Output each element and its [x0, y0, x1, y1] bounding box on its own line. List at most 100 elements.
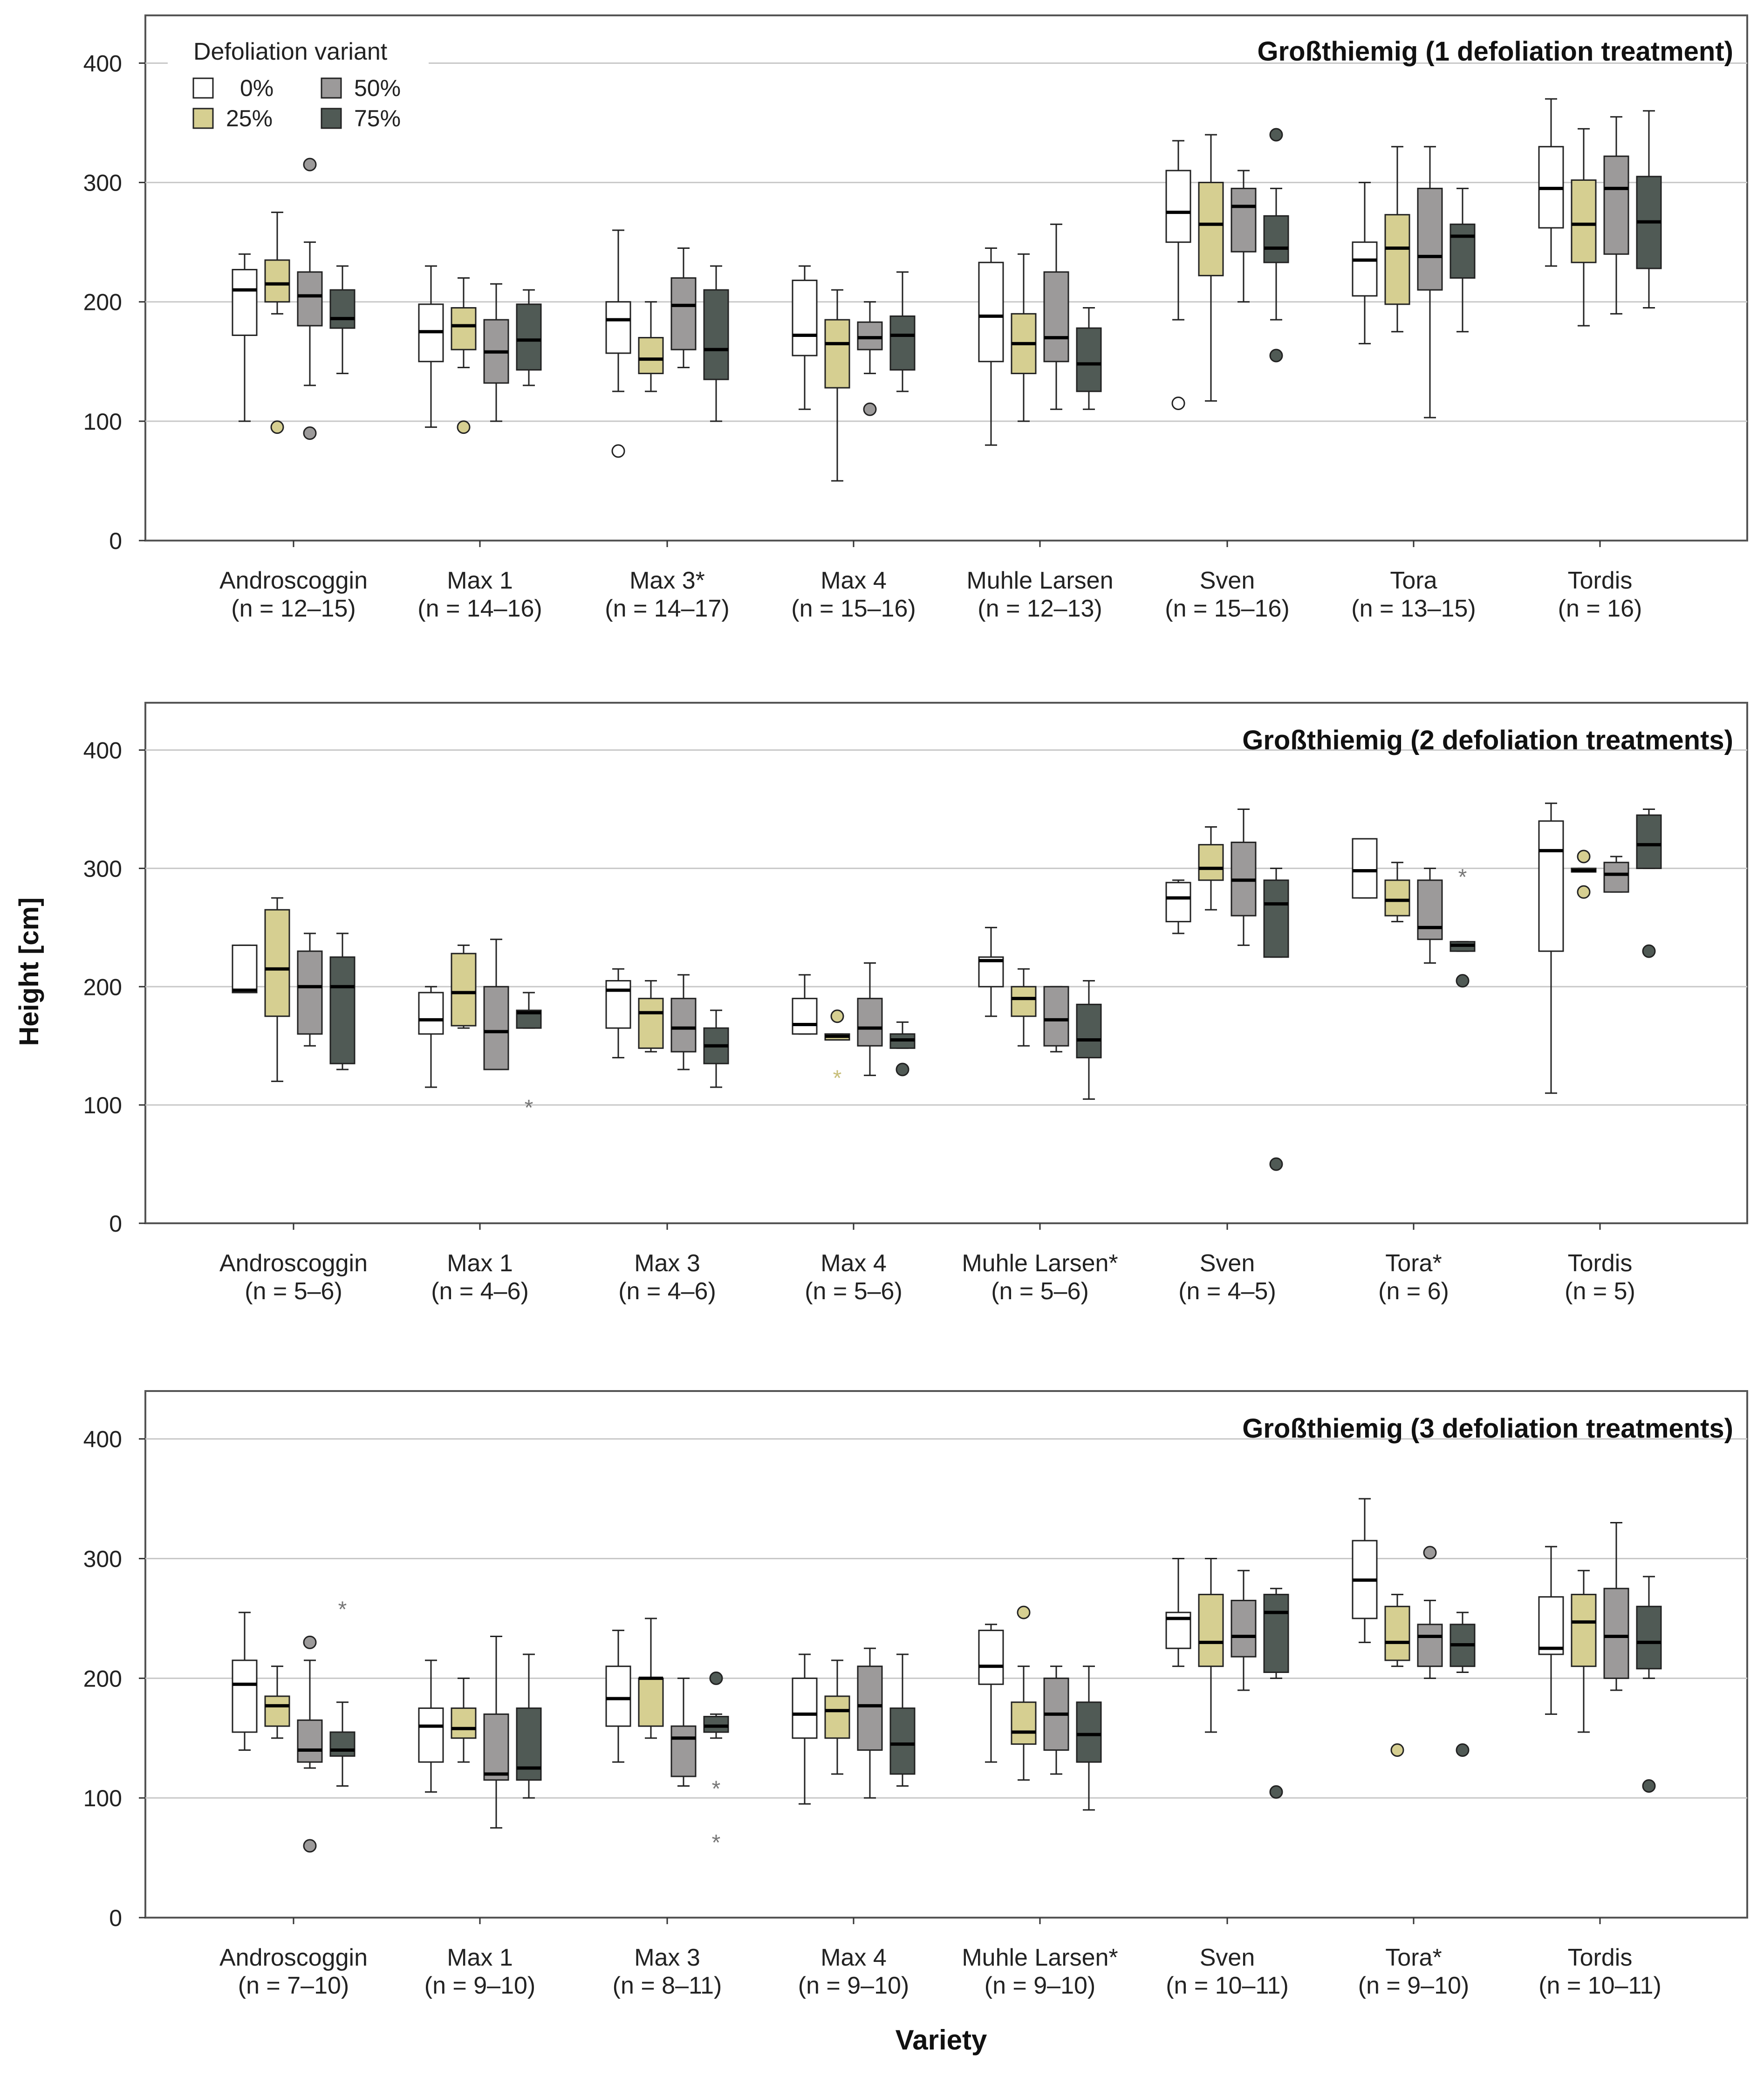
box-Max 1-0% — [418, 265, 444, 428]
box-Muhle Larsen*-0% — [978, 926, 1004, 1017]
box-iqr — [297, 950, 323, 1035]
box-iqr — [1603, 1588, 1629, 1679]
box-Sven-75% — [1263, 128, 1289, 363]
box-Max 4-50% — [857, 1647, 883, 1799]
box-iqr — [232, 1659, 258, 1733]
box-iqr — [1263, 1594, 1289, 1673]
box-Max 4-0% — [792, 1653, 818, 1805]
box-iqr — [670, 277, 697, 350]
legend: Defoliation variant 0% 25% 50% 75% — [168, 26, 429, 142]
box-iqr — [451, 1707, 477, 1739]
box-Muhle Larsen*-25% — [1011, 968, 1037, 1047]
box-Max 3-25% — [638, 980, 664, 1053]
box-iqr — [824, 319, 850, 389]
legend-swatch — [321, 108, 342, 129]
box-Tordis-50% — [1603, 856, 1629, 893]
box-Max 4-75% — [889, 1653, 916, 1787]
box-iqr — [297, 1719, 323, 1763]
legend-label: 25% — [226, 105, 273, 131]
box-iqr — [1076, 1701, 1102, 1763]
outlier-point — [303, 426, 317, 440]
box-iqr — [792, 998, 818, 1035]
box-Androscoggin-0% — [232, 1611, 258, 1751]
x-tick-sublabel: (n = 4–5) — [1178, 1278, 1276, 1305]
box-iqr — [1636, 1605, 1662, 1670]
box-iqr — [824, 1695, 850, 1739]
x-tick-label: Sven — [1200, 1250, 1255, 1277]
box-Max 3*-75% — [703, 265, 729, 422]
x-tick-sublabel: (n = 15–16) — [1165, 595, 1289, 622]
y-tick-label: 200 — [83, 1666, 122, 1692]
y-axis-label: Height [cm] — [14, 898, 44, 1046]
outlier-point — [1269, 349, 1283, 363]
box-Tora*-0% — [1352, 1498, 1378, 1643]
x-tick-sublabel: (n = 9–10) — [1358, 1972, 1470, 1999]
x-tick-label: Muhle Larsen* — [962, 1944, 1118, 1971]
x-tick-label: Max 1 — [447, 567, 513, 594]
box-Tordis-0% — [1538, 1546, 1564, 1715]
box-iqr — [1571, 1594, 1597, 1667]
box-iqr — [1417, 1624, 1443, 1667]
extreme-point: * — [525, 1096, 533, 1120]
box-iqr — [232, 944, 258, 994]
box-iqr — [1384, 214, 1410, 305]
x-tick-label: Max 1 — [447, 1250, 513, 1277]
x-tick-sublabel: (n = 14–17) — [605, 595, 729, 622]
y-tick-label: 100 — [83, 409, 122, 435]
box-iqr — [483, 986, 509, 1070]
box-iqr — [1076, 327, 1102, 392]
x-tick-label: Max 4 — [820, 1250, 887, 1277]
outlier-point — [1456, 974, 1470, 988]
box-iqr — [638, 998, 664, 1049]
y-tick-label: 400 — [83, 738, 122, 764]
box-Tora*-50% — [1417, 1546, 1443, 1679]
box-Sven-0% — [1165, 140, 1191, 410]
box-iqr — [1231, 1599, 1257, 1658]
box-Muhle Larsen*-50% — [1043, 986, 1069, 1053]
box-Max 3-0% — [605, 1630, 631, 1763]
outlier-point — [457, 420, 471, 434]
x-tick-sublabel: (n = 4–6) — [431, 1278, 529, 1305]
box-iqr — [264, 909, 290, 1017]
box-iqr — [418, 992, 444, 1035]
box-Sven-50% — [1231, 808, 1257, 946]
chart-title: Großthiemig (2 defoliation treatments) — [1242, 725, 1733, 755]
box-Tora*-75% — [1449, 1611, 1476, 1757]
box-iqr — [1384, 1605, 1410, 1661]
outlier-point — [1642, 1779, 1656, 1793]
box-Muhle Larsen-25% — [1011, 253, 1037, 422]
y-tick-label: 300 — [83, 1546, 122, 1572]
box-Androscoggin-25% — [264, 212, 290, 434]
box-iqr — [857, 998, 883, 1047]
y-tick-label: 0 — [109, 528, 122, 554]
box-iqr — [1417, 187, 1443, 291]
box-Max 3-0% — [605, 968, 631, 1059]
box-Tordis-25% — [1571, 128, 1597, 327]
box-Max 3-50% — [670, 1677, 697, 1787]
legend-label: 75% — [354, 105, 401, 131]
box-Sven-25% — [1198, 134, 1224, 402]
outlier-point — [863, 402, 877, 416]
y-tick-label: 0 — [109, 1905, 122, 1931]
chart-panel-3: 0 100 200 300 400 Großthiemig (3 defoliation … — [83, 1390, 1748, 1999]
x-tick-sublabel: (n = 5–6) — [805, 1278, 903, 1305]
chart-panel-2: 0 100 200 300 400 Großthiemig (2 defoliation … — [83, 702, 1748, 1305]
x-tick-sublabel: (n = 5–6) — [991, 1278, 1089, 1305]
box-Androscoggin-75% — [329, 265, 356, 374]
box-iqr — [329, 956, 356, 1064]
box-iqr — [1011, 986, 1037, 1017]
box-iqr — [670, 998, 697, 1053]
box-iqr — [1417, 879, 1443, 940]
x-tick-label: Tordis — [1568, 1250, 1633, 1277]
box-Tora*-50% — [1417, 867, 1443, 964]
box-Max 1-0% — [418, 986, 444, 1088]
box-Tordis-25% — [1571, 850, 1597, 899]
extreme-point: * — [1458, 865, 1467, 890]
box-iqr — [451, 307, 477, 350]
box-iqr — [1538, 1596, 1564, 1655]
box-Tora-50% — [1417, 146, 1443, 418]
box-iqr — [1165, 170, 1191, 243]
box-Sven-50% — [1231, 1570, 1257, 1691]
box-Muhle Larsen*-75% — [1076, 1666, 1102, 1811]
